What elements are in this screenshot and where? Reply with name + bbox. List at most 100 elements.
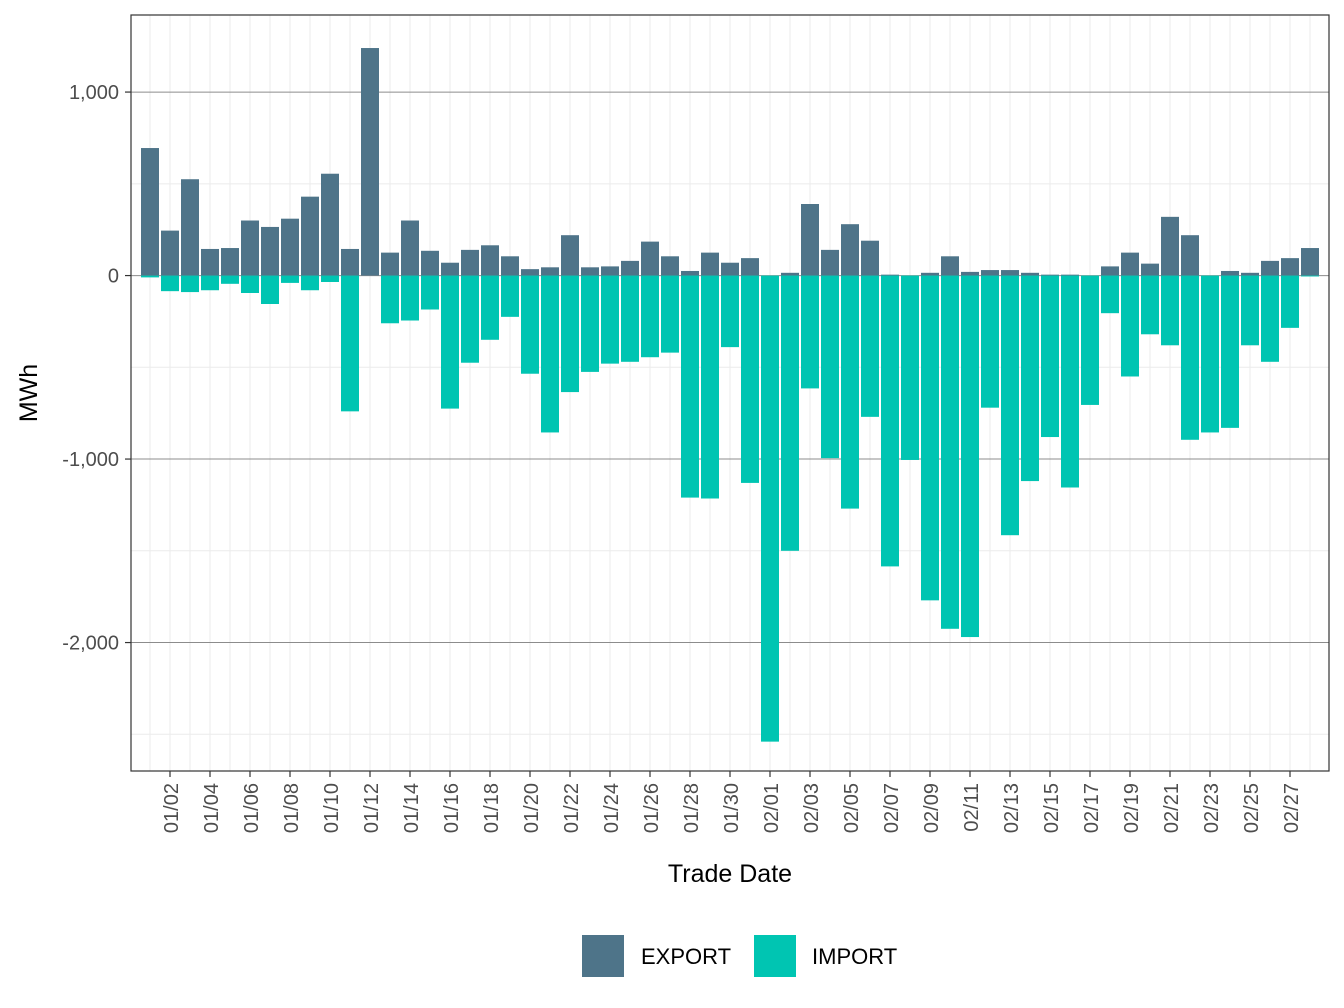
x-tick-label: 02/25 xyxy=(1241,783,1263,833)
x-tick-label: 02/01 xyxy=(761,783,783,833)
export-bar-02-15 xyxy=(1041,274,1059,276)
y-tick-label: -2,000 xyxy=(62,633,119,655)
x-tick-label: 02/05 xyxy=(841,783,863,833)
import-bar-02-07 xyxy=(881,275,899,567)
import-bar-01-31 xyxy=(741,275,759,483)
export-bar-01-10 xyxy=(321,173,339,276)
import-bar-02-14 xyxy=(1021,275,1039,482)
x-tick-label: 01/12 xyxy=(361,783,383,833)
import-bar-01-11 xyxy=(341,275,359,412)
import-bar-01-09 xyxy=(301,275,319,291)
import-bar-02-19 xyxy=(1121,275,1139,377)
import-bar-02-01 xyxy=(761,275,779,742)
import-bar-01-08 xyxy=(281,275,299,283)
import-bar-01-16 xyxy=(441,275,459,409)
x-tick-label: 02/03 xyxy=(801,783,823,833)
x-axis-ticks: 01/02 01/04 01/06 01/08 01/10 01/12 01/14 01/16… xyxy=(161,771,1303,833)
import-bar-02-05 xyxy=(841,275,859,509)
export-bar-02-11 xyxy=(961,271,979,276)
export-bar-01-05 xyxy=(221,248,239,276)
import-bar-02-25 xyxy=(1241,275,1259,346)
export-bar-01-02 xyxy=(161,230,179,276)
import-bar-01-23 xyxy=(581,275,599,372)
import-bar-02-02 xyxy=(781,275,799,551)
x-tick-label: 01/26 xyxy=(641,783,663,833)
export-bar-01-01 xyxy=(141,148,159,276)
export-bar-02-24 xyxy=(1221,270,1239,276)
import-bar-01-25 xyxy=(621,275,639,362)
x-tick-label: 01/10 xyxy=(321,783,343,833)
import-bar-01-18 xyxy=(481,275,499,340)
export-bar-01-17 xyxy=(461,249,479,276)
export-bar-01-07 xyxy=(261,226,279,276)
import-bar-01-22 xyxy=(561,275,579,393)
export-bar-02-12 xyxy=(981,270,999,276)
export-bar-01-28 xyxy=(681,270,699,276)
import-bar-02-15 xyxy=(1041,275,1059,438)
x-tick-label: 01/02 xyxy=(161,783,183,833)
import-bar-01-07 xyxy=(261,275,279,305)
export-bar-02-16 xyxy=(1061,274,1079,276)
export-bar-02-26 xyxy=(1261,260,1279,276)
export-bar-01-03 xyxy=(181,179,199,276)
import-bar-01-14 xyxy=(401,275,419,321)
export-bar-02-21 xyxy=(1161,216,1179,276)
export-bars xyxy=(141,48,1319,276)
export-bar-01-18 xyxy=(481,245,499,276)
import-bar-02-21 xyxy=(1161,275,1179,346)
export-bar-01-24 xyxy=(601,266,619,276)
x-tick-label: 01/16 xyxy=(441,783,463,833)
x-tick-label: 02/07 xyxy=(881,783,903,833)
import-bar-02-18 xyxy=(1101,275,1119,314)
x-tick-label: 02/17 xyxy=(1081,783,1103,833)
import-bar-02-10 xyxy=(941,275,959,629)
import-bar-01-04 xyxy=(201,275,219,291)
import-bar-01-27 xyxy=(661,275,679,353)
import-bars xyxy=(141,275,1319,742)
x-tick-label: 02/27 xyxy=(1281,783,1303,833)
export-bar-01-08 xyxy=(281,218,299,276)
export-bar-02-03 xyxy=(801,204,819,276)
import-bar-01-29 xyxy=(701,275,719,499)
export-bar-01-31 xyxy=(741,258,759,276)
export-bar-01-19 xyxy=(501,256,519,276)
export-bar-02-22 xyxy=(1181,235,1199,276)
import-bar-02-23 xyxy=(1201,275,1219,433)
export-bar-01-21 xyxy=(541,267,559,276)
import-bar-01-21 xyxy=(541,275,559,433)
export-bar-01-20 xyxy=(521,269,539,276)
major-gridlines xyxy=(131,91,1329,644)
import-bar-02-26 xyxy=(1261,275,1279,362)
import-bar-02-17 xyxy=(1081,275,1099,405)
x-tick-label: 02/19 xyxy=(1121,783,1143,833)
export-bar-02-27 xyxy=(1281,258,1299,276)
legend-key-export xyxy=(582,935,624,977)
export-bar-02-19 xyxy=(1121,252,1139,276)
export-bar-01-25 xyxy=(621,260,639,276)
export-bar-01-15 xyxy=(421,250,439,276)
x-tick-label: 01/06 xyxy=(241,783,263,833)
x-tick-label: 02/09 xyxy=(921,783,943,833)
x-tick-label: 01/22 xyxy=(561,783,583,833)
import-bar-01-03 xyxy=(181,275,199,293)
x-tick-label: 01/08 xyxy=(281,783,303,833)
export-bar-02-06 xyxy=(861,240,879,276)
y-tick-label: 0 xyxy=(108,266,119,288)
export-bar-02-07 xyxy=(881,274,899,276)
export-bar-01-29 xyxy=(701,252,719,276)
export-bar-01-22 xyxy=(561,235,579,276)
import-bar-01-20 xyxy=(521,275,539,374)
import-bar-02-20 xyxy=(1141,275,1159,335)
import-bar-01-01 xyxy=(141,275,159,278)
x-axis-title: Trade Date xyxy=(668,860,792,888)
export-bar-02-02 xyxy=(781,272,799,276)
import-bar-02-08 xyxy=(901,275,919,460)
x-tick-label: 02/21 xyxy=(1161,783,1183,833)
x-tick-label: 02/11 xyxy=(961,783,983,832)
export-bar-02-25 xyxy=(1241,272,1259,276)
export-bar-01-11 xyxy=(341,248,359,276)
x-tick-label: 02/23 xyxy=(1201,783,1223,833)
export-bar-02-14 xyxy=(1021,272,1039,276)
export-bar-02-05 xyxy=(841,224,859,276)
export-bar-02-13 xyxy=(1001,270,1019,276)
